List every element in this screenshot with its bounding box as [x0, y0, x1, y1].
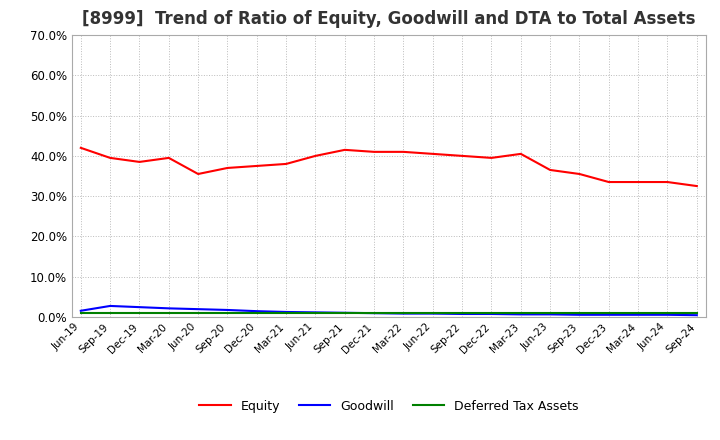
- Deferred Tax Assets: [164, 311, 173, 316]
- Legend: Equity, Goodwill, Deferred Tax Assets: Equity, Goodwill, Deferred Tax Assets: [194, 395, 583, 418]
- Goodwill: [575, 312, 584, 317]
- Equity: [634, 180, 642, 185]
- Equity: [223, 165, 232, 171]
- Equity: [575, 171, 584, 176]
- Deferred Tax Assets: [223, 311, 232, 316]
- Goodwill: [164, 306, 173, 311]
- Line: Goodwill: Goodwill: [81, 306, 697, 315]
- Deferred Tax Assets: [575, 311, 584, 316]
- Deferred Tax Assets: [399, 311, 408, 316]
- Equity: [194, 171, 202, 176]
- Equity: [487, 155, 496, 161]
- Goodwill: [106, 303, 114, 308]
- Goodwill: [634, 312, 642, 317]
- Equity: [693, 183, 701, 189]
- Equity: [605, 180, 613, 185]
- Goodwill: [135, 304, 144, 310]
- Equity: [663, 180, 672, 185]
- Deferred Tax Assets: [516, 311, 525, 316]
- Goodwill: [605, 312, 613, 317]
- Equity: [76, 145, 85, 150]
- Deferred Tax Assets: [282, 311, 290, 316]
- Goodwill: [341, 310, 349, 315]
- Deferred Tax Assets: [693, 311, 701, 316]
- Deferred Tax Assets: [546, 311, 554, 316]
- Deferred Tax Assets: [487, 311, 496, 316]
- Deferred Tax Assets: [194, 311, 202, 316]
- Goodwill: [428, 311, 437, 316]
- Equity: [399, 149, 408, 154]
- Equity: [106, 155, 114, 161]
- Equity: [282, 161, 290, 167]
- Goodwill: [663, 312, 672, 317]
- Goodwill: [399, 311, 408, 316]
- Equity: [135, 159, 144, 165]
- Goodwill: [487, 312, 496, 317]
- Goodwill: [516, 312, 525, 317]
- Deferred Tax Assets: [428, 311, 437, 316]
- Equity: [458, 153, 467, 158]
- Goodwill: [311, 310, 320, 315]
- Goodwill: [693, 312, 701, 318]
- Goodwill: [458, 312, 467, 317]
- Goodwill: [253, 308, 261, 314]
- Equity: [516, 151, 525, 157]
- Deferred Tax Assets: [370, 311, 379, 316]
- Goodwill: [194, 307, 202, 312]
- Goodwill: [76, 308, 85, 313]
- Equity: [341, 147, 349, 153]
- Equity: [311, 153, 320, 158]
- Goodwill: [546, 312, 554, 317]
- Deferred Tax Assets: [605, 311, 613, 316]
- Equity: [370, 149, 379, 154]
- Line: Equity: Equity: [81, 148, 697, 186]
- Title: [8999]  Trend of Ratio of Equity, Goodwill and DTA to Total Assets: [8999] Trend of Ratio of Equity, Goodwil…: [82, 10, 696, 28]
- Deferred Tax Assets: [106, 311, 114, 316]
- Deferred Tax Assets: [76, 311, 85, 316]
- Equity: [253, 163, 261, 169]
- Equity: [428, 151, 437, 157]
- Goodwill: [282, 309, 290, 315]
- Deferred Tax Assets: [253, 311, 261, 316]
- Goodwill: [370, 311, 379, 316]
- Deferred Tax Assets: [341, 311, 349, 316]
- Deferred Tax Assets: [634, 311, 642, 316]
- Equity: [546, 167, 554, 172]
- Deferred Tax Assets: [663, 311, 672, 316]
- Deferred Tax Assets: [311, 311, 320, 316]
- Deferred Tax Assets: [458, 311, 467, 316]
- Deferred Tax Assets: [135, 311, 144, 316]
- Goodwill: [223, 307, 232, 312]
- Equity: [164, 155, 173, 161]
